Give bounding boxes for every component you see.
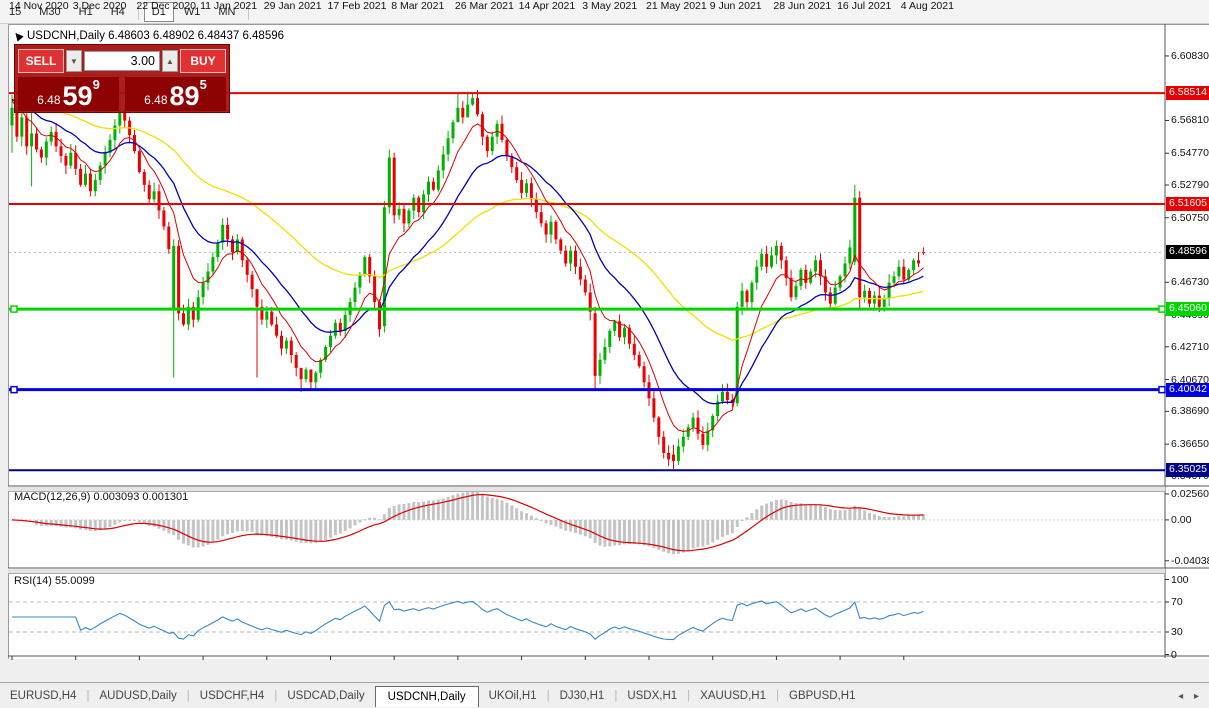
price-axis-tick: 6.50750 xyxy=(1171,211,1209,224)
toolbar-separator xyxy=(137,3,139,20)
date-axis-tick: 22 Dec 2020 xyxy=(136,0,196,12)
chart-tab-usdchf[interactable]: USDCHF,H4 xyxy=(199,690,265,702)
date-axis-tick: 26 Mar 2021 xyxy=(454,0,514,12)
rsi-axis-tick: 0 xyxy=(1171,648,1177,661)
tab-separator: | xyxy=(776,690,779,702)
tab-separator: | xyxy=(546,690,550,702)
chart-tab-usdx[interactable]: USDX,H1 xyxy=(627,690,678,702)
chart-tab-usdcad[interactable]: USDCAD,Daily xyxy=(287,690,365,702)
date-axis-tick: 11 Jan 2021 xyxy=(200,0,258,12)
price-level-label: 6.45060 xyxy=(1166,302,1209,317)
price-axis-tick: 6.54770 xyxy=(1171,147,1209,160)
timeframe-button-w1[interactable]: W1 xyxy=(183,5,201,18)
date-axis-tick: 17 Feb 2021 xyxy=(327,0,387,12)
timeframe-toolbar: 15 M30 H1 H4 D1 W1 MN xyxy=(0,0,1209,24)
date-axis-tick: 21 May 2021 xyxy=(646,0,707,12)
date-axis-tick: 16 Jul 2021 xyxy=(837,0,892,12)
timeframe-button-15[interactable]: 15 xyxy=(9,5,22,18)
one-click-trading-panel: SELL ▼ ▲ BUY 6.48 59 9 6.48 89 5 xyxy=(14,44,230,113)
price-axis-tick: 6.56810 xyxy=(1171,114,1209,127)
timeframe-button-mn[interactable]: MN xyxy=(218,5,236,18)
date-axis-tick: 8 Mar 2021 xyxy=(391,0,445,12)
chart-tab-eurusd[interactable]: EURUSD,H4 xyxy=(10,690,77,702)
tab-separator: | xyxy=(614,690,618,702)
date-axis-tick: 3 May 2021 xyxy=(582,0,638,12)
sell-price-prefix: 6.48 xyxy=(37,93,61,107)
sell-price-pip: 9 xyxy=(92,77,100,92)
date-axis-tick: 4 Aug 2021 xyxy=(900,0,954,12)
sell-price-main: 59 xyxy=(62,81,93,111)
date-axis-tick: 14 Nov 2020 xyxy=(9,0,69,12)
price-axis-tick: 6.42710 xyxy=(1171,340,1209,353)
macd-pane-splitter[interactable] xyxy=(8,486,1165,492)
volume-input[interactable] xyxy=(84,51,160,71)
rsi-axis-tick: 70 xyxy=(1171,596,1183,608)
current-price-label: 6.48596 xyxy=(1166,245,1209,260)
rsi-label: RSI(14) 55.0099 xyxy=(14,575,95,587)
tab-scroll-arrows-icon[interactable]: ◂ ▸ xyxy=(1178,690,1203,702)
macd-axis-tick: 0.00 xyxy=(1171,513,1192,526)
symbol-title: USDCNH,Daily 6.48603 6.48902 6.48437 6.4… xyxy=(12,30,285,42)
macd-axis-tick: 0.025609 xyxy=(1171,487,1209,500)
volume-increase-button[interactable]: ▲ xyxy=(162,50,178,72)
sell-button[interactable]: SELL xyxy=(18,49,64,73)
chart-tab-audusd[interactable]: AUDUSD,Daily xyxy=(99,690,177,702)
rsi-axis-tick: 100 xyxy=(1171,573,1189,586)
chart-tab-ukoil[interactable]: UKOil,H1 xyxy=(488,690,537,702)
timeframe-button-d1[interactable]: D1 xyxy=(143,1,174,22)
date-axis-tick: 29 Jan 2021 xyxy=(263,0,322,12)
buy-price-pip: 5 xyxy=(199,77,207,92)
timeframe-button-h4[interactable]: H4 xyxy=(110,5,125,18)
date-axis-tick: 14 Apr 2021 xyxy=(518,0,576,12)
toolbar-separator xyxy=(248,3,250,20)
date-axis-tick: 3 Dec 2020 xyxy=(72,0,127,12)
rsi-pane-splitter[interactable] xyxy=(8,568,1165,574)
price-axis-tick: 6.52790 xyxy=(1171,179,1209,191)
tab-separator: | xyxy=(186,690,190,702)
price-axis-tick: 6.36650 xyxy=(1171,438,1209,451)
price-axis-tick: 6.60830 xyxy=(1171,49,1209,62)
tab-separator: | xyxy=(687,690,691,702)
macd-label: MACD(12,26,9) 0.003093 0.001301 xyxy=(14,491,189,503)
price-level-label: 6.35025 xyxy=(1166,463,1209,478)
price-level-label: 6.58514 xyxy=(1166,86,1209,101)
date-axis-tick: 9 Jun 2021 xyxy=(709,0,762,12)
price-level-label: 6.51605 xyxy=(1166,197,1209,212)
buy-price-main: 89 xyxy=(169,81,200,111)
chart-tab-bar: EURUSD,H4 | AUDUSD,Daily | USDCHF,H4 | USDCAD,… xyxy=(0,682,1209,708)
chart-tab-dj30[interactable]: DJ30,H1 xyxy=(559,690,605,702)
buy-price-prefix: 6.48 xyxy=(144,93,168,107)
chart-cursor-icon xyxy=(12,30,24,42)
timeframe-button-m30[interactable]: M30 xyxy=(39,5,61,18)
symbol-ohlc-text: USDCNH,Daily 6.48603 6.48902 6.48437 6.4… xyxy=(27,30,285,42)
buy-button[interactable]: BUY xyxy=(180,49,226,73)
tab-separator: | xyxy=(274,690,278,702)
tab-separator: | xyxy=(86,690,90,702)
macd-axis-tick: -0.04038 xyxy=(1171,554,1209,567)
timeframe-button-h1[interactable]: H1 xyxy=(78,5,93,18)
chart-tab-usdcnh[interactable]: USDCNH,Daily xyxy=(374,685,479,707)
buy-price-display[interactable]: 6.48 89 5 xyxy=(125,77,226,111)
rsi-axis-tick: 30 xyxy=(1171,626,1183,638)
price-axis-tick: 6.38690 xyxy=(1171,405,1209,418)
price-axis-tick: 6.46730 xyxy=(1171,276,1209,289)
chart-tab-xauusd[interactable]: XAUUSD,H1 xyxy=(700,690,766,702)
chart-tab-gbpusd[interactable]: GBPUSD,H1 xyxy=(789,690,856,702)
price-level-label: 6.40042 xyxy=(1166,382,1209,397)
date-axis-tick: 28 Jun 2021 xyxy=(773,0,832,12)
sell-price-display[interactable]: 6.48 59 9 xyxy=(18,77,119,111)
volume-decrease-button[interactable]: ▼ xyxy=(66,50,82,72)
price-axis-tick: 6.40670 xyxy=(1171,373,1209,386)
